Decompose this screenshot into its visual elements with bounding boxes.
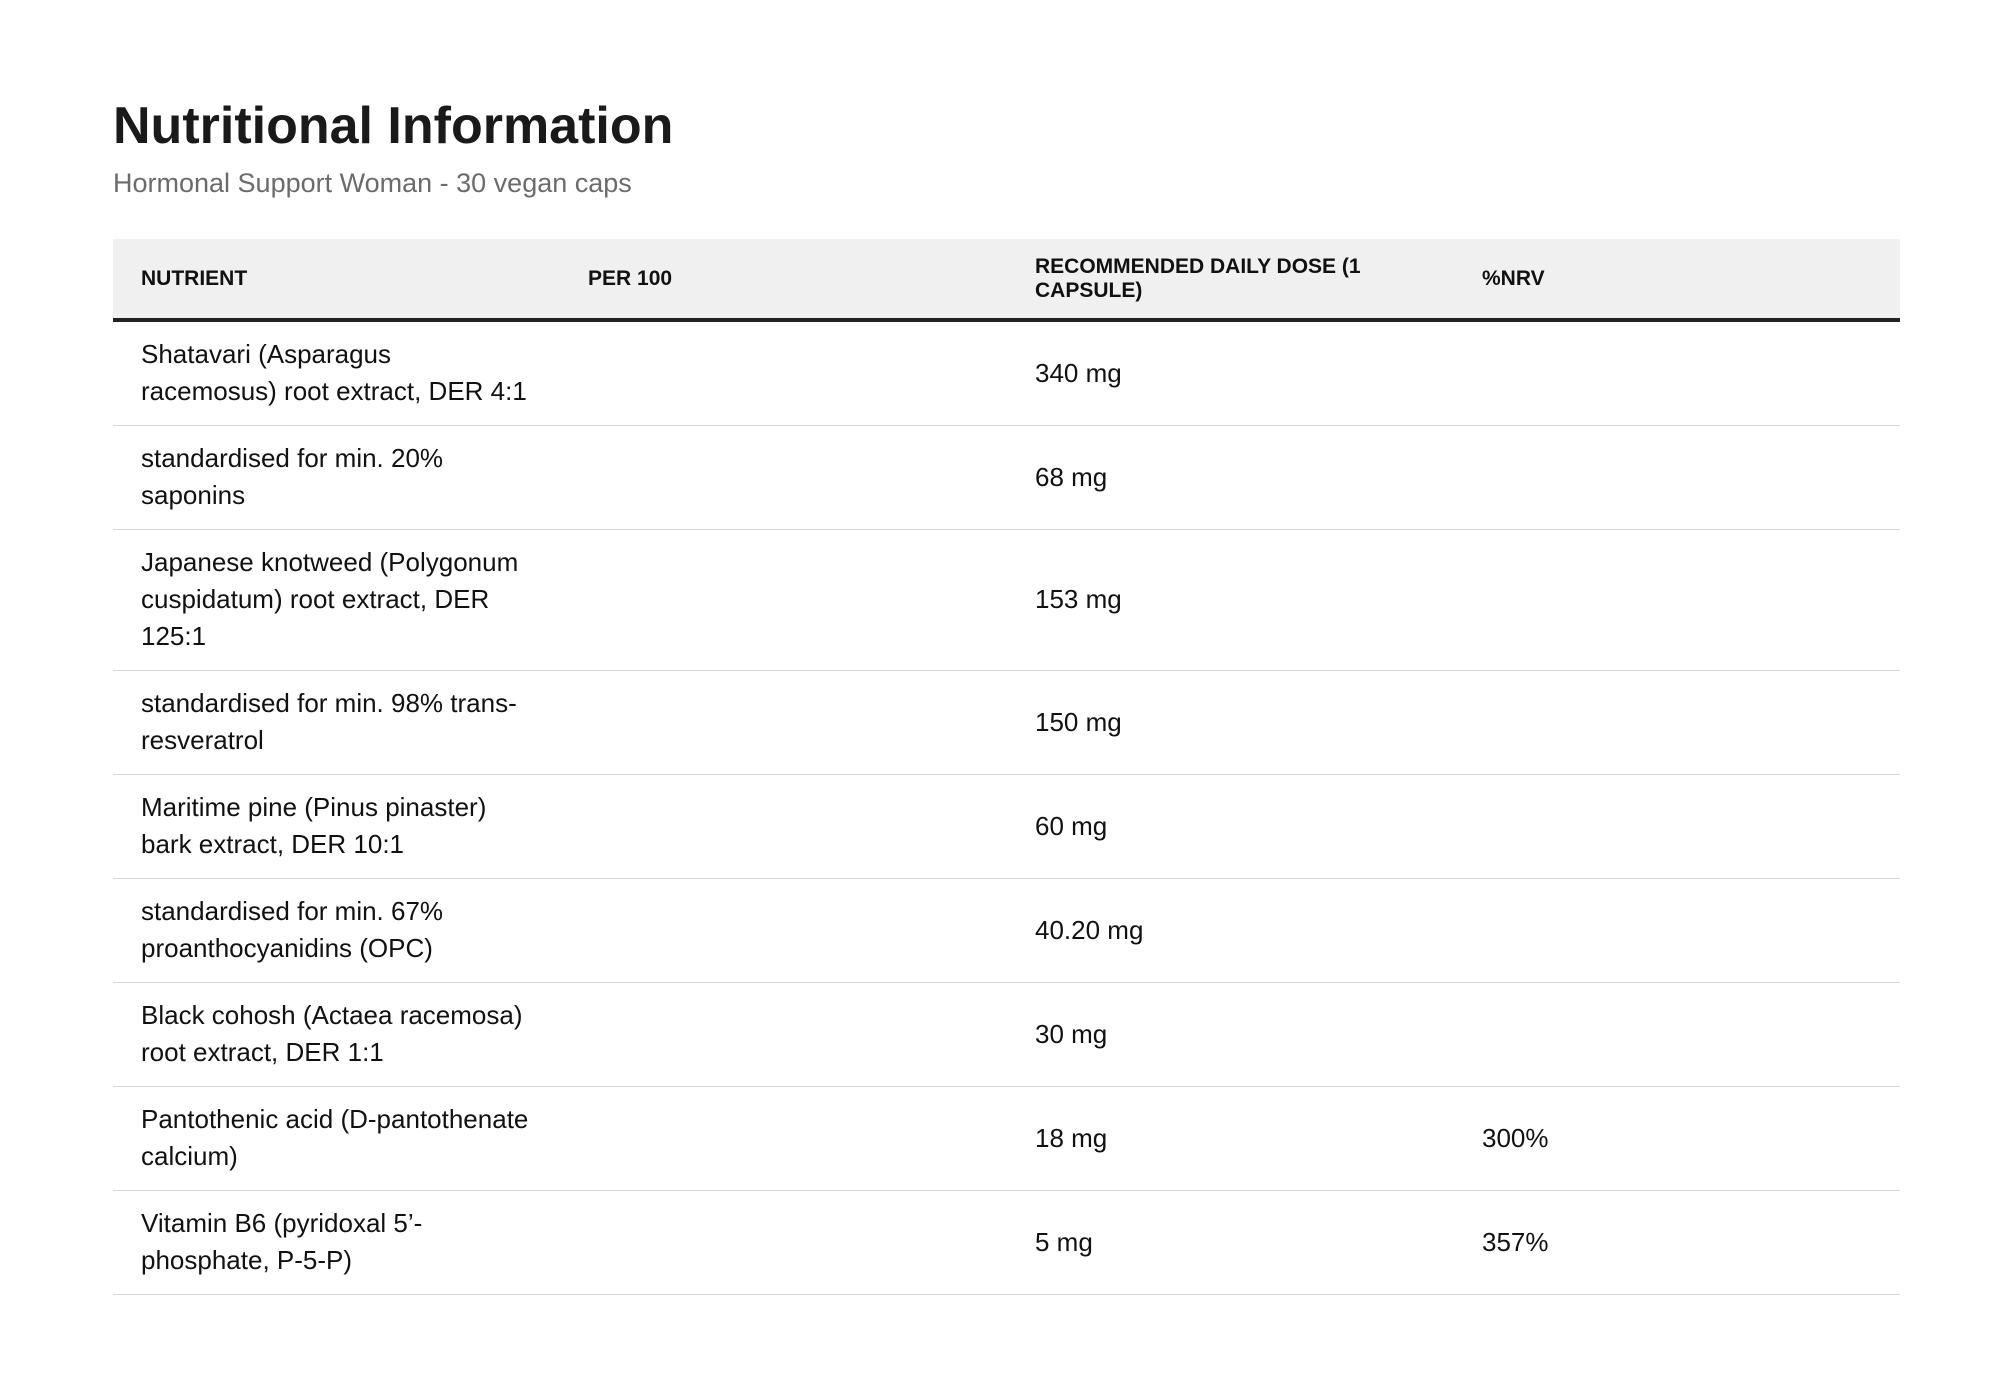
daily-dose-cell-text: 40.20 mg: [1035, 914, 1144, 945]
nutrient-cell-text: Shatavari (Asparagus racemosus) root ext…: [141, 339, 527, 406]
table-row: Pantothenic acid (D-pantothenate calcium…: [113, 1086, 1900, 1191]
table-row: standardised for min. 20% saponins 68 mg: [113, 425, 1900, 530]
product-subtitle: Hormonal Support Woman - 30 vegan caps: [113, 168, 632, 198]
per-100-cell: [560, 529, 1007, 671]
nutrient-cell: standardised for min. 67% proanthocyanid…: [113, 878, 560, 983]
daily-dose-cell: 18 mg: [1007, 1086, 1454, 1191]
daily-dose-cell: 68 mg: [1007, 425, 1454, 530]
nutrient-cell: standardised for min. 20% saponins: [113, 425, 560, 530]
daily-dose-cell: 5 mg: [1007, 1190, 1454, 1295]
nutrient-cell: standardised for min. 98% trans-resverat…: [113, 670, 560, 775]
page-title: Nutritional Information: [113, 97, 674, 155]
table-row: standardised for min. 98% trans-resverat…: [113, 670, 1900, 775]
table-body: Shatavari (Asparagus racemosus) root ext…: [113, 320, 1900, 1295]
nutrient-cell-text: Maritime pine (Pinus pinaster) bark extr…: [141, 792, 487, 859]
daily-dose-cell-text: 340 mg: [1035, 357, 1122, 388]
nutrient-cell: Maritime pine (Pinus pinaster) bark extr…: [113, 774, 560, 879]
daily-dose-cell-text: 18 mg: [1035, 1122, 1108, 1153]
per-100-cell: [560, 1190, 1007, 1295]
per-100-cell: [560, 425, 1007, 530]
column-header-daily-dose: RECOMMENDED DAILY DOSE (1 CAPSULE): [1007, 239, 1454, 320]
nutrient-cell: Black cohosh (Actaea racemosa) root extr…: [113, 982, 560, 1087]
nrv-cell: [1454, 529, 1900, 671]
column-header-per-100: PER 100: [560, 239, 1007, 320]
daily-dose-cell-text: 60 mg: [1035, 810, 1108, 841]
table-row: standardised for min. 67% proanthocyanid…: [113, 878, 1900, 983]
nutrient-cell-text: Vitamin B6 (pyridoxal 5’-phosphate, P-5-…: [141, 1208, 423, 1275]
nrv-cell: [1454, 982, 1900, 1087]
nutrient-cell: Pantothenic acid (D-pantothenate calcium…: [113, 1086, 560, 1191]
table-row: Shatavari (Asparagus racemosus) root ext…: [113, 320, 1900, 426]
daily-dose-cell: 30 mg: [1007, 982, 1454, 1087]
per-100-cell: [560, 878, 1007, 983]
column-header-nrv: %NRV: [1454, 239, 1900, 320]
nrv-cell: [1454, 774, 1900, 879]
per-100-cell: [560, 1086, 1007, 1191]
per-100-cell: [560, 982, 1007, 1087]
nutrition-table: NUTRIENT PER 100 RECOMMENDED DAILY DOSE …: [113, 239, 1900, 1295]
daily-dose-cell: 153 mg: [1007, 529, 1454, 671]
nutrient-cell-text: Pantothenic acid (D-pantothenate calcium…: [141, 1104, 529, 1171]
nutrient-cell: Japanese knotweed (Polygonum cuspidatum)…: [113, 529, 560, 671]
per-100-cell: [560, 320, 1007, 426]
nutrient-cell-text: Black cohosh (Actaea racemosa) root extr…: [141, 1000, 523, 1067]
daily-dose-cell: 340 mg: [1007, 320, 1454, 426]
nrv-cell: [1454, 670, 1900, 775]
daily-dose-cell-text: 153 mg: [1035, 584, 1122, 614]
daily-dose-cell-text: 5 mg: [1035, 1226, 1093, 1257]
daily-dose-cell-text: 30 mg: [1035, 1018, 1108, 1049]
nutrient-cell: Shatavari (Asparagus racemosus) root ext…: [113, 320, 560, 426]
column-header-nutrient: NUTRIENT: [113, 239, 560, 320]
table-row: Maritime pine (Pinus pinaster) bark extr…: [113, 774, 1900, 879]
daily-dose-cell-text: 68 mg: [1035, 461, 1108, 492]
nrv-cell: 300%: [1454, 1086, 1900, 1191]
column-header-label: RECOMMENDED DAILY DOSE (1 CAPSULE): [1035, 254, 1361, 302]
nrv-cell: [1454, 878, 1900, 983]
nutrition-panel: Nutritional Information Hormonal Support…: [113, 95, 1900, 1295]
nutrient-cell-text: standardised for min. 67% proanthocyanid…: [141, 896, 444, 963]
nutrient-cell-text: standardised for min. 98% trans-resverat…: [141, 688, 517, 755]
daily-dose-cell: 40.20 mg: [1007, 878, 1454, 983]
nrv-cell: [1454, 425, 1900, 530]
daily-dose-cell: 150 mg: [1007, 670, 1454, 775]
nrv-cell-text: 357%: [1482, 1226, 1549, 1257]
nrv-cell-text: 300%: [1482, 1122, 1549, 1153]
nutrient-cell-text: standardised for min. 20% saponins: [141, 443, 444, 510]
column-header-label: NUTRIENT: [141, 266, 248, 290]
column-header-label: %NRV: [1482, 266, 1545, 290]
table-header: NUTRIENT PER 100 RECOMMENDED DAILY DOSE …: [113, 239, 1900, 320]
table-row: Black cohosh (Actaea racemosa) root extr…: [113, 982, 1900, 1087]
per-100-cell: [560, 774, 1007, 879]
nrv-cell: 357%: [1454, 1190, 1900, 1295]
table-row: Vitamin B6 (pyridoxal 5’-phosphate, P-5-…: [113, 1190, 1900, 1295]
nutrient-cell: Vitamin B6 (pyridoxal 5’-phosphate, P-5-…: [113, 1190, 560, 1295]
daily-dose-cell: 60 mg: [1007, 774, 1454, 879]
nrv-cell: [1454, 320, 1900, 426]
daily-dose-cell-text: 150 mg: [1035, 706, 1122, 737]
table-row: Japanese knotweed (Polygonum cuspidatum)…: [113, 529, 1900, 671]
column-header-label: PER 100: [588, 266, 673, 290]
table-header-row: NUTRIENT PER 100 RECOMMENDED DAILY DOSE …: [113, 239, 1900, 320]
per-100-cell: [560, 670, 1007, 775]
nutrient-cell-text: Japanese knotweed (Polygonum cuspidatum)…: [141, 547, 519, 651]
